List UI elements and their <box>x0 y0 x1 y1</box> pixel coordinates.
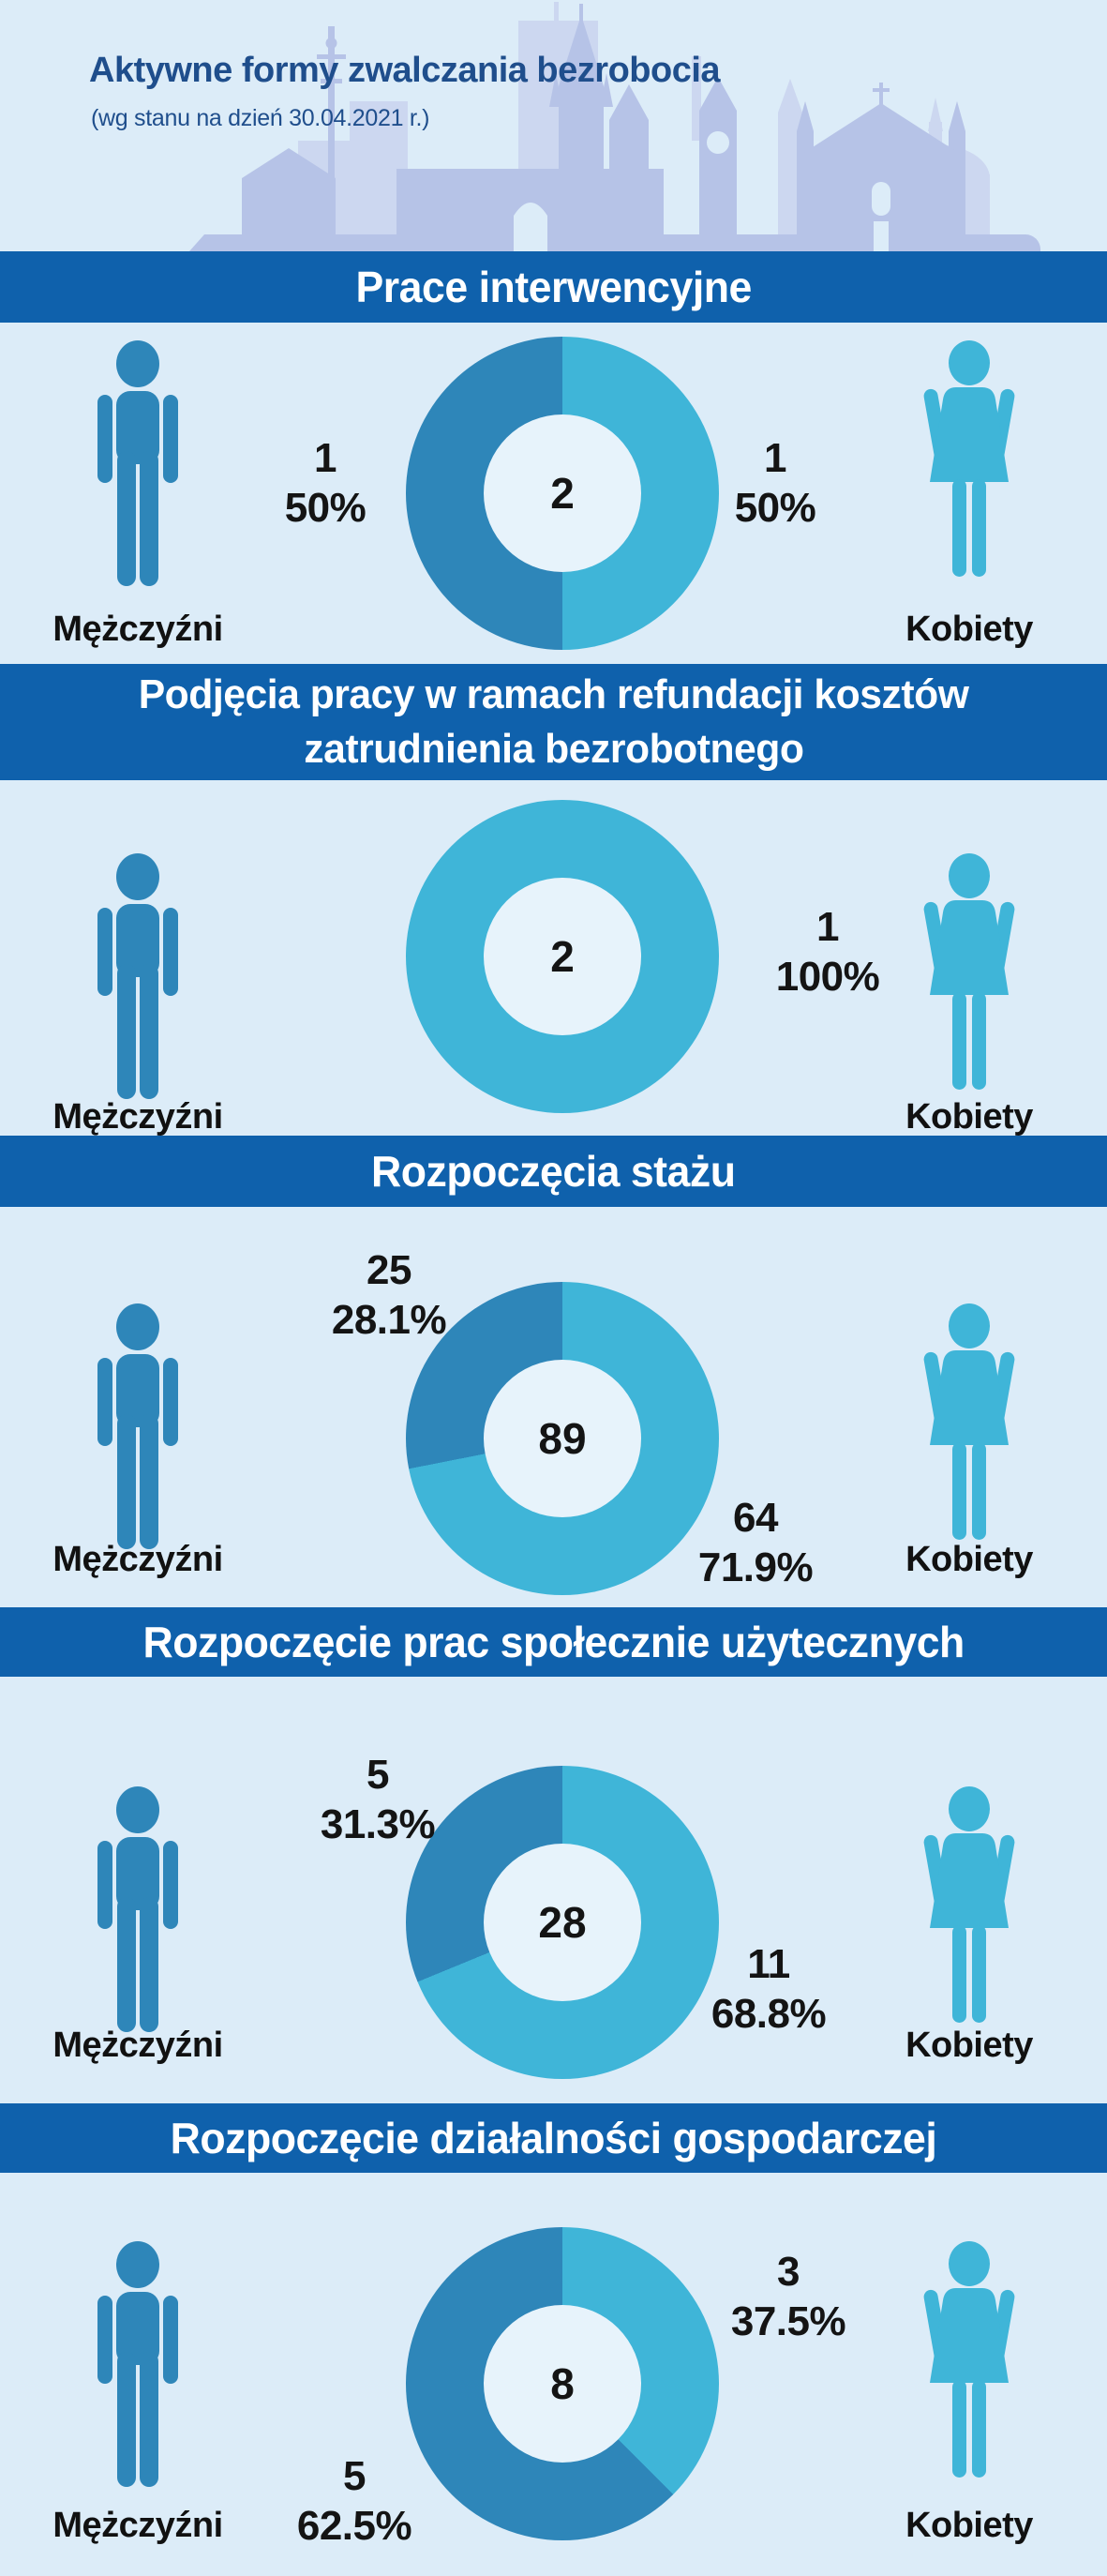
women-pct: 37.5% <box>730 2298 846 2344</box>
banner-title: Rozpoczęcie działalności gospodarczej <box>170 2114 937 2162</box>
men-label: Mężczyźni <box>52 2026 223 2065</box>
banner-title-line1: Podjęcia pracy w ramach refundacji koszt… <box>138 671 969 717</box>
men-count: 5 <box>367 1752 389 1798</box>
men-count: 25 <box>367 1247 411 1293</box>
women-count: 1 <box>764 435 786 481</box>
donut-chart-rozpoczecia-stazu: 89 <box>406 1282 719 1595</box>
donut-chart-refundacja-kosztow: 2 <box>406 800 719 1113</box>
man-icon <box>82 1303 193 1549</box>
men-stat: 5 31.3% <box>256 1750 500 1849</box>
donut-chart-prace-spolecznie-uzyteczne: 28 <box>406 1766 719 2079</box>
donut-total: 2 <box>550 932 575 981</box>
banner-title: Prace interwencyjne <box>355 263 752 311</box>
man-icon <box>82 340 193 586</box>
donut-total: 89 <box>538 1414 587 1463</box>
donut-hole: 8 <box>484 2305 641 2463</box>
women-stat: 64 71.9% <box>634 1493 877 1592</box>
men-stat: 1 50% <box>203 433 447 533</box>
women-pct: 68.8% <box>711 1991 827 2037</box>
men-label: Mężczyźni <box>52 1540 223 1579</box>
women-label: Kobiety <box>905 2506 1033 2545</box>
woman-icon <box>914 2241 1025 2483</box>
banner-title: Rozpoczęcie prac społecznie użytecznych <box>142 1618 965 1666</box>
men-label: Mężczyźni <box>52 1097 223 1137</box>
women-stat: 1 100% <box>706 902 950 1002</box>
donut-total: 8 <box>550 2359 575 2408</box>
women-label: Kobiety <box>905 1097 1033 1137</box>
men-pct: 50% <box>284 485 367 531</box>
donut-chart-prace-interwencyjne: 2 <box>406 337 719 650</box>
women-pct: 100% <box>775 954 880 1000</box>
men-stat: 5 62.5% <box>232 2451 476 2551</box>
woman-icon <box>914 340 1025 582</box>
women-label: Kobiety <box>905 610 1033 649</box>
women-label: Kobiety <box>905 1540 1033 1579</box>
donut-hole: 28 <box>484 1844 641 2001</box>
women-count: 3 <box>777 2249 800 2295</box>
city-skyline-illustration <box>189 2 1040 251</box>
page-title: Aktywne formy zwalczania bezrobocia <box>89 51 721 90</box>
woman-icon <box>914 1303 1025 1545</box>
section-banner-refundacja-kosztow: Podjęcia pracy w ramach refundacji koszt… <box>0 664 1107 780</box>
donut-chart-dzialalnosc-gospodarcza: 8 <box>406 2227 719 2540</box>
page-subtitle: (wg stanu na dzień 30.04.2021 r.) <box>91 105 430 131</box>
men-count: 1 <box>314 435 337 481</box>
women-stat: 1 50% <box>653 433 897 533</box>
donut-total: 2 <box>550 469 575 518</box>
woman-icon <box>914 1786 1025 2028</box>
donut-hole: 2 <box>484 414 641 572</box>
women-pct: 71.9% <box>697 1544 814 1590</box>
women-label: Kobiety <box>905 2026 1033 2065</box>
men-label: Mężczyźni <box>52 2506 223 2545</box>
women-count: 64 <box>733 1495 778 1541</box>
women-count: 1 <box>816 904 839 950</box>
section-banner-dzialalnosc-gospodarcza: Rozpoczęcie działalności gospodarczej <box>0 2103 1107 2173</box>
men-pct: 31.3% <box>320 1801 436 1847</box>
section-banner-prace-spolecznie-uzyteczne: Rozpoczęcie prac społecznie użytecznych <box>0 1607 1107 1677</box>
woman-icon <box>914 853 1025 1095</box>
section-banner-prace-interwencyjne: Prace interwencyjne <box>0 251 1107 323</box>
men-count: 5 <box>343 2453 366 2499</box>
men-label: Mężczyźni <box>52 610 223 649</box>
donut-total: 28 <box>538 1898 587 1947</box>
men-pct: 28.1% <box>331 1297 447 1343</box>
man-icon <box>82 1786 193 2032</box>
donut-hole: 89 <box>484 1360 641 1517</box>
women-stat: 11 68.8% <box>647 1939 890 2039</box>
men-stat: 25 28.1% <box>267 1245 511 1345</box>
donut-hole: 2 <box>484 878 641 1035</box>
men-pct: 62.5% <box>296 2503 412 2549</box>
section-banner-rozpoczecia-stazu: Rozpoczęcia stażu <box>0 1136 1107 1207</box>
man-icon <box>82 2241 193 2487</box>
women-pct: 50% <box>734 485 816 531</box>
man-icon <box>82 853 193 1099</box>
women-stat: 3 37.5% <box>666 2247 910 2346</box>
banner-title: Rozpoczęcia stażu <box>371 1147 736 1196</box>
women-count: 11 <box>747 1941 790 1987</box>
banner-title-line2: zatrudnienia bezrobotnego <box>303 726 804 772</box>
